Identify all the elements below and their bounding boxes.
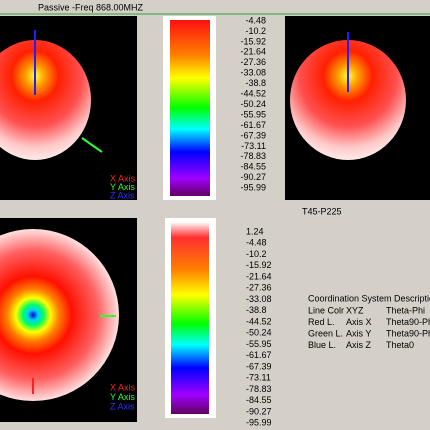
scale-label: -78.83 xyxy=(240,151,266,161)
scale-label: -67.39 xyxy=(240,130,266,140)
pattern xyxy=(0,229,119,401)
scale-label: -84.55 xyxy=(240,162,266,172)
view-label: T45-P225 xyxy=(302,206,342,216)
table-cell: Blue L. xyxy=(308,340,336,350)
scale-label: -27.36 xyxy=(246,283,272,293)
scale-label: -10.2 xyxy=(246,249,267,259)
pattern xyxy=(290,40,406,160)
scale-label: -15.92 xyxy=(246,260,272,270)
scale-label: -4.48 xyxy=(245,15,266,25)
scale-label: -61.67 xyxy=(240,120,266,130)
table-cell: Axis Z xyxy=(346,340,372,350)
scale-label: -33.08 xyxy=(240,68,266,78)
table-cell: XYZ xyxy=(346,305,364,315)
scale-label: -95.99 xyxy=(246,418,272,428)
scale-label: -50.24 xyxy=(240,99,266,109)
scale-label: -15.92 xyxy=(240,36,266,46)
scale-label: -44.52 xyxy=(246,316,272,326)
table-cell: Axis X xyxy=(346,317,372,327)
table-title: Coordination System Description xyxy=(308,293,430,303)
scale-label: -73.11 xyxy=(246,373,271,383)
axis-legend: X Axis xyxy=(110,173,136,183)
axis-legend: X Axis xyxy=(110,382,136,392)
table-cell: Red L. xyxy=(308,317,335,327)
scale-label: -38.8 xyxy=(245,78,266,88)
table-cell: Axis Y xyxy=(346,328,371,338)
axis-legend: Z Axis xyxy=(110,401,135,411)
table-cell: Theta-Phi xyxy=(386,305,425,315)
scale-label: -84.55 xyxy=(246,395,272,405)
pattern xyxy=(0,40,91,160)
scale-label: -44.52 xyxy=(240,89,266,99)
table-cell: Theta90-Phi90 xyxy=(386,328,430,338)
table-cell: Theta0 xyxy=(386,340,414,350)
axis-legend: Y Axis xyxy=(110,182,135,192)
scale-label: -61.67 xyxy=(246,350,272,360)
axis-legend: Z Axis xyxy=(110,190,135,200)
scale-label: 1.24 xyxy=(246,226,264,236)
scale-label: -67.39 xyxy=(246,361,272,371)
title: Passive -Freq 868.00MHZ xyxy=(38,2,144,12)
scale-label: -95.99 xyxy=(240,183,266,193)
colorbar xyxy=(171,222,209,414)
scale-label: -4.48 xyxy=(246,238,267,248)
scale-label: -21.64 xyxy=(246,271,272,281)
scale-label: -55.95 xyxy=(240,109,266,119)
scale-label: -78.83 xyxy=(246,384,272,394)
scale-label: -33.08 xyxy=(246,294,272,304)
scale-label: -55.95 xyxy=(246,339,272,349)
axis-legend: Y Axis xyxy=(110,392,135,402)
table-cell: Theta90-Phi0 xyxy=(386,317,430,327)
table-cell: Green L. xyxy=(308,328,343,338)
scale-label: -90.27 xyxy=(240,172,266,182)
scale-label: -10.2 xyxy=(245,26,266,36)
scale-label: -73.11 xyxy=(241,141,266,151)
scale-label: -27.36 xyxy=(240,57,266,67)
colorbar xyxy=(170,20,210,196)
y-axis-line xyxy=(81,137,103,153)
table-cell: Line Colr xyxy=(308,305,344,315)
scale-label: -90.27 xyxy=(246,406,272,416)
scale-label: -21.64 xyxy=(240,47,266,57)
scale-label: -38.8 xyxy=(246,305,267,315)
scale-label: -50.24 xyxy=(246,328,272,338)
